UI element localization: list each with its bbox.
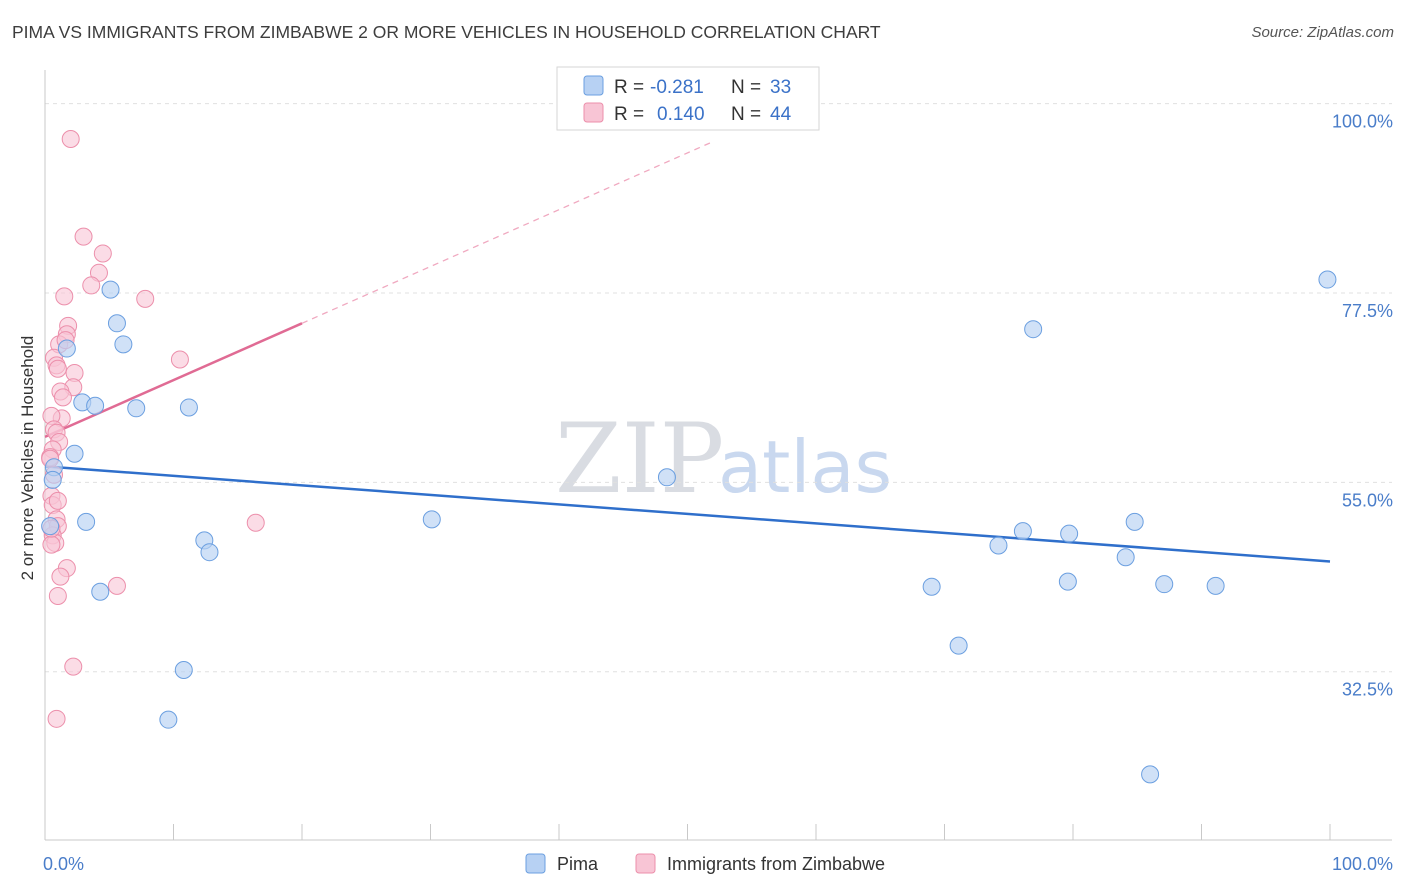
legend-swatch-pima [583, 75, 604, 96]
y-axis-label: 2 or more Vehicles in Household [18, 336, 37, 581]
legend-stats: R = -0.281 N = 33 R = 0.140 N = 44 [556, 66, 820, 131]
series-zimbabwe-points [41, 130, 265, 728]
point-pima-31 [1206, 576, 1225, 595]
chart-title: PIMA VS IMMIGRANTS FROM ZIMBABWE 2 OR MO… [12, 22, 881, 42]
point-zimbabwe-41 [64, 657, 83, 676]
y-tick-labels: 32.5% 55.0% 77.5% 100.0% [1332, 112, 1393, 700]
legend-zimbabwe-r-value: 0.140 [657, 104, 705, 125]
point-zimbabwe-40 [48, 586, 67, 605]
point-pima-8 [91, 582, 110, 601]
trend-zimbabwe-extended [301, 140, 714, 324]
point-zimbabwe-13 [48, 359, 67, 378]
point-pima-30 [1155, 575, 1174, 594]
point-pima-13 [159, 710, 178, 729]
point-pima-18 [422, 510, 441, 529]
legend-zimbabwe-n-label: N = [731, 104, 761, 125]
point-pima-26 [1060, 524, 1079, 543]
y-tick-label-2: 77.5% [1342, 301, 1393, 321]
legend-swatch-zimbabwe [583, 102, 604, 123]
point-pima-10 [107, 314, 126, 333]
chart-source: Source: ZipAtlas.com [1251, 24, 1394, 41]
point-pima-7 [77, 512, 96, 531]
point-pima-3 [57, 339, 76, 358]
point-pima-14 [174, 661, 193, 680]
point-zimbabwe-0 [61, 130, 80, 149]
y-tick-label-3: 100.0% [1332, 112, 1393, 132]
legend-pima-n-value: 33 [770, 77, 791, 98]
legend-bottom-swatch-zimbabwe [635, 853, 656, 874]
point-zimbabwe-6 [136, 289, 155, 308]
trend-zimbabwe [44, 322, 303, 439]
point-pima-2 [41, 517, 60, 536]
watermark-zip: ZIP [555, 403, 724, 515]
point-pima-20 [922, 577, 941, 596]
legend-bottom-swatch-pima [525, 853, 546, 874]
point-zimbabwe-35 [42, 535, 61, 554]
point-pima-12 [127, 399, 146, 418]
point-pima-27 [1116, 548, 1135, 567]
point-pima-22 [989, 536, 1008, 555]
y-tick-label-0: 32.5% [1342, 680, 1393, 700]
legend-pima-r-value: -0.281 [650, 77, 704, 98]
point-pima-24 [1024, 320, 1043, 339]
legend-bottom-pima: Pima [557, 854, 599, 874]
legend-pima-r-label: R = [614, 77, 644, 98]
point-pima-4 [65, 444, 84, 463]
legend-series: Pima Immigrants from Zimbabwe [525, 853, 885, 874]
point-pima-1 [43, 470, 62, 489]
point-zimbabwe-39 [107, 576, 126, 595]
y-tick-label-1: 55.0% [1342, 490, 1393, 510]
point-pima-21 [949, 636, 968, 655]
point-pima-11 [114, 335, 133, 354]
legend-pima-n-label: N = [731, 77, 761, 98]
point-pima-17 [200, 543, 219, 562]
point-zimbabwe-38 [51, 567, 70, 586]
trend-pima [44, 465, 1331, 563]
point-zimbabwe-30 [48, 491, 67, 510]
point-pima-15 [179, 398, 198, 417]
point-zimbabwe-15 [170, 350, 189, 369]
series-pima-points [41, 270, 1337, 784]
point-zimbabwe-1 [74, 227, 93, 246]
grid-lines [45, 103, 1392, 673]
point-pima-29 [1141, 765, 1160, 784]
x-tick-labels: 0.0% 100.0% [43, 854, 1393, 874]
point-pima-28 [1125, 512, 1144, 531]
legend-zimbabwe-n-value: 44 [770, 104, 792, 125]
zipatlas-watermark: ZIP atlas [555, 403, 892, 515]
trend-lines [44, 140, 1331, 563]
x-tick-label-max: 100.0% [1332, 854, 1393, 874]
point-zimbabwe-5 [55, 287, 74, 306]
point-pima-25 [1058, 572, 1077, 591]
point-zimbabwe-3 [93, 244, 112, 263]
legend-zimbabwe-r-label: R = [614, 104, 644, 125]
point-zimbabwe-36 [246, 513, 265, 532]
point-pima-23 [1013, 522, 1032, 541]
point-pima-6 [86, 396, 105, 415]
legend-bottom-zimbabwe: Immigrants from Zimbabwe [667, 854, 885, 874]
point-zimbabwe-42 [47, 709, 66, 728]
point-pima-9 [101, 280, 120, 299]
point-zimbabwe-4 [82, 276, 101, 295]
watermark-atlas: atlas [718, 425, 892, 509]
point-pima-32 [1318, 270, 1337, 289]
point-zimbabwe-18 [53, 388, 72, 407]
point-pima-19 [657, 468, 676, 487]
x-tick-label-min: 0.0% [43, 854, 84, 874]
